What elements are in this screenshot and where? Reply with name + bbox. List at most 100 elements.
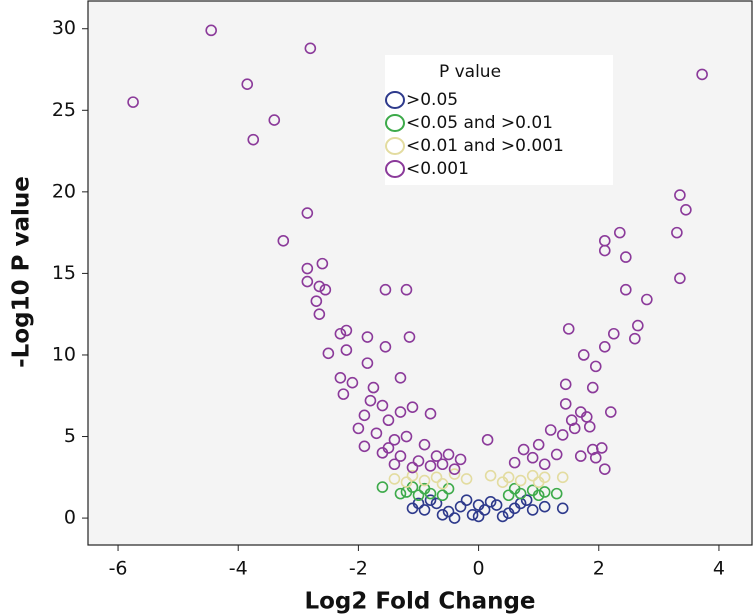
point	[538, 500, 551, 513]
point	[424, 407, 437, 420]
x-tick-label: -2	[349, 558, 368, 580]
point	[334, 372, 347, 384]
y-tick-label: 20	[52, 180, 76, 202]
point	[406, 461, 419, 474]
point	[598, 341, 611, 353]
point	[316, 257, 329, 270]
point	[313, 280, 326, 293]
point	[412, 497, 425, 510]
point	[620, 283, 632, 296]
legend-marker	[385, 160, 405, 178]
x-tick-label: -6	[109, 558, 128, 580]
point	[460, 494, 473, 506]
point	[382, 414, 395, 427]
point	[496, 476, 509, 488]
point	[430, 471, 443, 484]
point	[556, 471, 569, 484]
point	[388, 458, 401, 471]
point	[454, 500, 467, 513]
point	[127, 96, 139, 108]
point	[379, 341, 392, 353]
point	[559, 398, 572, 410]
point	[532, 476, 545, 488]
point	[406, 401, 419, 413]
point	[502, 489, 515, 502]
legend-marker	[385, 91, 405, 109]
point	[490, 499, 503, 511]
point	[466, 509, 479, 521]
point	[629, 332, 641, 345]
y-tick-label: 5	[64, 425, 76, 447]
point	[632, 319, 644, 332]
point	[614, 226, 626, 239]
point	[376, 399, 389, 412]
point	[301, 262, 314, 275]
point	[442, 448, 455, 461]
point	[559, 378, 572, 391]
y-tick-label: 15	[52, 262, 76, 284]
point	[508, 456, 521, 469]
point	[583, 420, 596, 433]
point	[364, 394, 377, 407]
point	[322, 347, 335, 360]
point	[394, 450, 407, 462]
point	[538, 486, 551, 498]
point	[337, 388, 350, 400]
point	[412, 489, 425, 502]
point	[400, 283, 413, 296]
point	[205, 24, 217, 37]
point	[418, 504, 431, 516]
point	[436, 509, 449, 521]
point	[598, 234, 611, 247]
point	[604, 406, 617, 418]
point	[394, 372, 407, 384]
point	[508, 482, 521, 495]
legend-label: <0.001	[406, 159, 469, 179]
point	[544, 424, 557, 436]
point	[532, 438, 545, 451]
point	[361, 357, 374, 369]
legend-label: <0.05 and >0.01	[406, 113, 553, 133]
point	[577, 349, 590, 361]
point	[520, 494, 533, 506]
point	[562, 323, 575, 335]
point	[268, 114, 281, 126]
point	[526, 504, 539, 516]
point	[430, 497, 443, 510]
point	[696, 68, 708, 81]
point	[406, 469, 419, 482]
point	[589, 360, 602, 373]
point	[598, 463, 611, 475]
point	[514, 474, 527, 487]
point	[481, 433, 494, 446]
point	[382, 442, 395, 454]
point	[472, 510, 485, 523]
point	[472, 499, 485, 511]
point	[388, 433, 401, 446]
point	[460, 473, 473, 485]
point	[556, 429, 569, 441]
point	[310, 295, 323, 307]
point	[340, 324, 353, 337]
y-tick-label: 0	[64, 507, 76, 529]
point	[454, 453, 467, 466]
point	[448, 468, 461, 480]
point	[319, 283, 332, 296]
y-tick-label: 30	[52, 17, 76, 39]
point	[517, 443, 530, 456]
point	[436, 478, 449, 490]
legend-marker	[385, 137, 405, 155]
point	[400, 476, 413, 488]
point	[334, 327, 347, 340]
point	[556, 502, 569, 515]
point	[538, 458, 551, 471]
point	[358, 409, 371, 422]
point	[532, 489, 545, 502]
point	[379, 283, 392, 296]
point	[424, 494, 437, 506]
point	[641, 293, 653, 306]
x-tick-label: -4	[229, 558, 248, 580]
point	[574, 450, 587, 462]
point	[680, 203, 692, 216]
